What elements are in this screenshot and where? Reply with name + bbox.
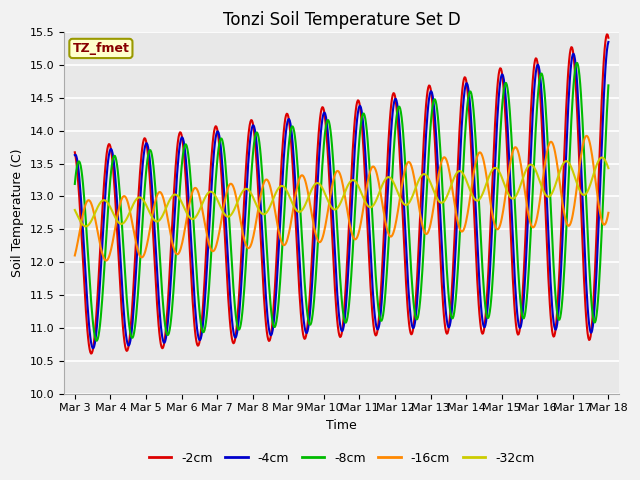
- -2cm: [605, 35, 612, 41]
- -16cm: [71, 252, 79, 258]
- -4cm: [212, 135, 220, 141]
- -8cm: [573, 60, 581, 66]
- Text: TZ_fmet: TZ_fmet: [72, 42, 129, 55]
- -4cm: [386, 150, 394, 156]
- -4cm: [334, 300, 342, 305]
- -32cm: [334, 204, 342, 210]
- -2cm: [438, 291, 446, 297]
- -4cm: [90, 345, 97, 351]
- Line: -2cm: -2cm: [75, 35, 609, 354]
- -8cm: [438, 184, 446, 190]
- X-axis label: Time: Time: [326, 419, 357, 432]
- -2cm: [189, 298, 196, 304]
- Line: -8cm: -8cm: [75, 63, 609, 341]
- Line: -32cm: -32cm: [75, 157, 609, 227]
- -16cm: [102, 258, 110, 264]
- Y-axis label: Soil Temperature (C): Soil Temperature (C): [11, 149, 24, 277]
- -8cm: [212, 179, 220, 184]
- -32cm: [438, 200, 446, 205]
- -2cm: [603, 32, 611, 37]
- -16cm: [605, 210, 612, 216]
- -8cm: [189, 205, 196, 211]
- -4cm: [189, 266, 196, 272]
- -32cm: [71, 207, 79, 213]
- Legend: -2cm, -4cm, -8cm, -16cm, -32cm: -2cm, -4cm, -8cm, -16cm, -32cm: [143, 447, 540, 470]
- -8cm: [92, 338, 100, 344]
- -8cm: [386, 218, 394, 224]
- -16cm: [556, 184, 564, 190]
- -16cm: [212, 244, 220, 250]
- -32cm: [212, 193, 220, 199]
- -32cm: [189, 216, 196, 222]
- -16cm: [189, 189, 196, 194]
- -32cm: [82, 224, 90, 229]
- -32cm: [598, 155, 605, 160]
- -2cm: [556, 250, 564, 256]
- -4cm: [438, 256, 446, 262]
- -32cm: [386, 175, 394, 180]
- -8cm: [605, 83, 612, 88]
- -4cm: [71, 152, 79, 158]
- -2cm: [334, 324, 342, 330]
- Line: -4cm: -4cm: [75, 42, 609, 348]
- Line: -16cm: -16cm: [75, 136, 609, 261]
- -8cm: [71, 181, 79, 187]
- -2cm: [386, 119, 394, 124]
- -2cm: [87, 351, 95, 357]
- -4cm: [605, 39, 612, 45]
- -32cm: [605, 165, 612, 171]
- -16cm: [438, 156, 446, 162]
- Title: Tonzi Soil Temperature Set D: Tonzi Soil Temperature Set D: [223, 11, 460, 29]
- -16cm: [334, 168, 342, 174]
- -2cm: [212, 123, 220, 129]
- -16cm: [583, 133, 591, 139]
- -8cm: [556, 314, 564, 320]
- -8cm: [334, 239, 342, 244]
- -16cm: [386, 233, 394, 239]
- -32cm: [556, 168, 564, 173]
- -2cm: [71, 149, 79, 155]
- -4cm: [556, 283, 564, 288]
